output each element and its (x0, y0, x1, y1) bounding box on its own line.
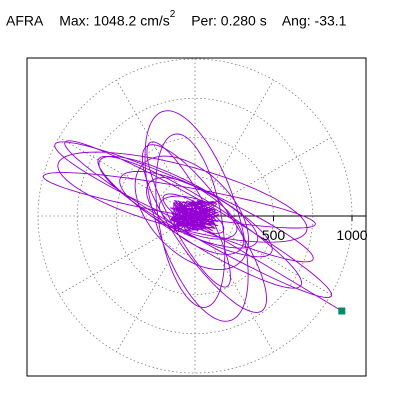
angle-label: Ang: (281, 12, 311, 29)
end-point-marker (338, 307, 346, 315)
max-label: Max: (59, 12, 90, 29)
period-value: 0.280 s (220, 12, 267, 29)
period-label: Per: (191, 12, 217, 29)
end-marker-group (338, 307, 346, 315)
angle-value: -33.1 (314, 12, 347, 29)
grid-spoke (194, 79, 274, 217)
tick-label-1000: 1000 (336, 227, 367, 243)
plot-frame (26, 57, 367, 377)
motion-trace (42, 110, 343, 322)
tick-label-500: 500 (262, 227, 286, 243)
max-unit: cm/s (140, 12, 170, 29)
max-unit-exponent: 2 (169, 9, 176, 20)
max-value: 1048.2 (93, 12, 137, 29)
tick-labels: 500 1000 (262, 227, 368, 243)
trace-path (42, 110, 343, 322)
station-code: AFRA (6, 12, 44, 29)
plot-header: AFRA Max: 1048.2 cm/s2 Per: 0.280 s Ang:… (6, 9, 347, 29)
radial-axis (195, 215, 366, 221)
